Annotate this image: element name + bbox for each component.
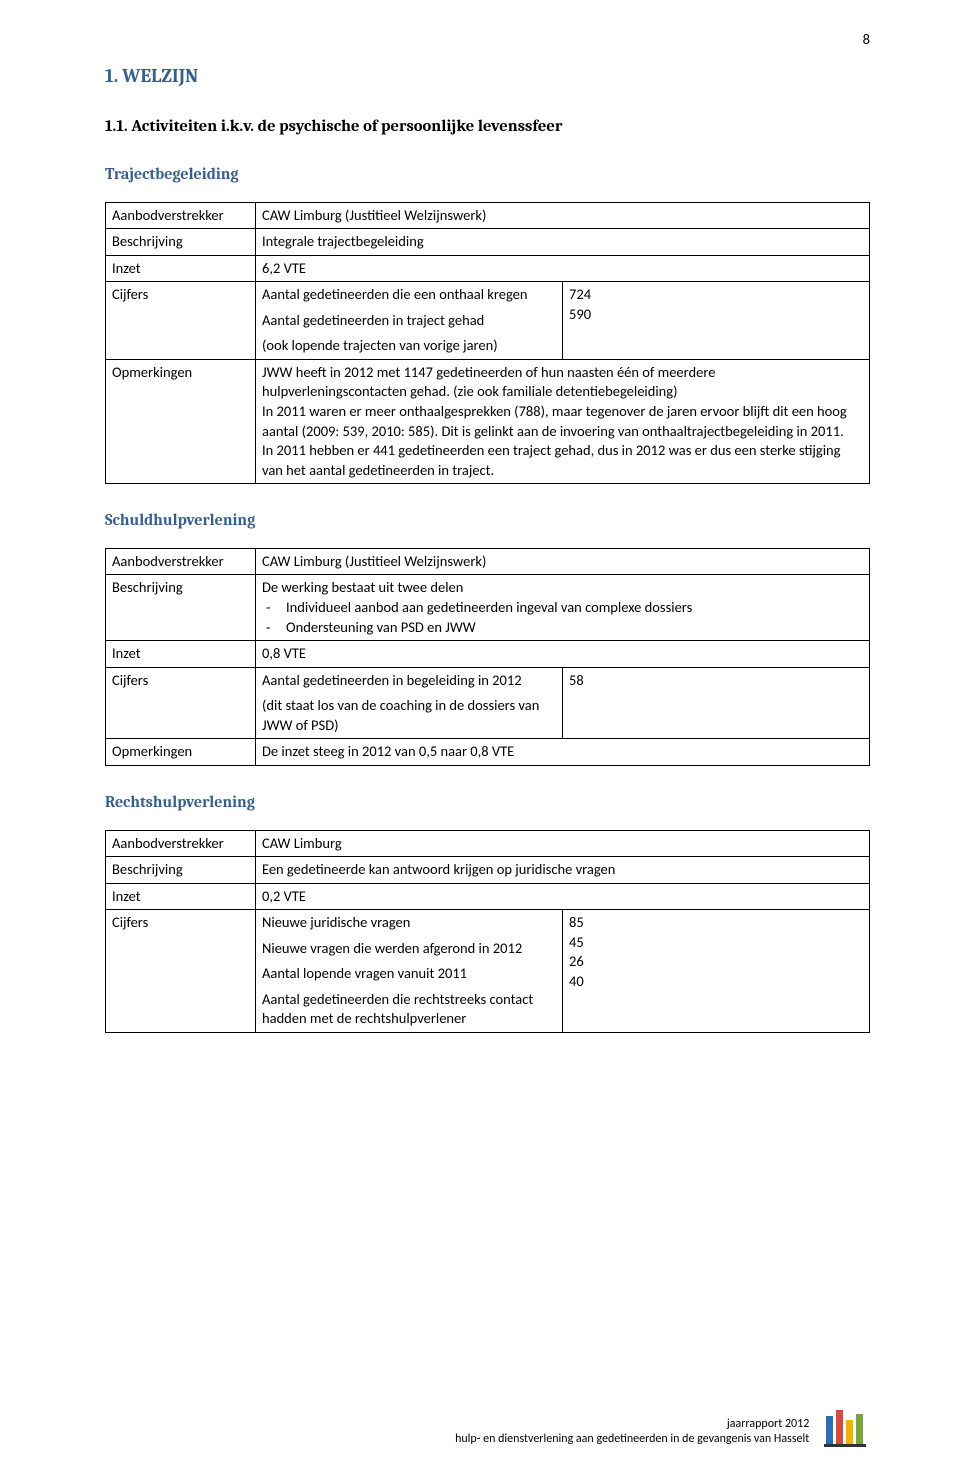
footer-line1: jaarrapport 2012 [455,1417,809,1433]
table-row: Inzet 0,2 VTE [106,883,870,910]
cell-cijfer-vals: 85 45 26 40 [563,910,870,1033]
label-aanbod: Aanbodverstrekker [106,548,256,575]
b-intro: De werking bestaat uit twee delen [262,578,863,598]
footer-text: jaarrapport 2012 hulp- en dienstverlenin… [455,1417,809,1448]
cell-cijfer-text: Aantal gedetineerden die rechtstreeks co… [256,987,563,1033]
footer: jaarrapport 2012 hulp- en dienstverlenin… [455,1406,870,1448]
b-list: Individueel aanbod aan gedetineerden ing… [262,598,863,637]
traject-title: Trajectbegeleiding [105,164,870,186]
cell-cijfer-text: Aantal gedetineerden in traject gehad [256,308,563,334]
cell-cijfer-text: Aantal gedetineerden in begeleiding in 2… [256,667,563,693]
label-beschrijving: Beschrijving [106,575,256,641]
table-row: Aanbodverstrekker CAW Limburg (Justitiee… [106,548,870,575]
rechts-table: Aanbodverstrekker CAW Limburg Beschrijvi… [105,830,870,1034]
table-row: Inzet 6,2 VTE [106,255,870,282]
label-inzet: Inzet [106,255,256,282]
cell-beschrijving: De werking bestaat uit twee delen Indivi… [256,575,870,641]
label-cijfers: Cijfers [106,282,256,360]
table-row: Beschrijving De werking bestaat uit twee… [106,575,870,641]
table-row: Aanbodverstrekker CAW Limburg (Justitiee… [106,202,870,229]
cell-cijfer-text: (dit staat los van de coaching in de dos… [256,693,563,739]
opm-p1: JWW heeft in 2012 met 1147 gedetineerden… [262,363,863,402]
cell-cijfer-val: 724 590 [563,282,870,360]
table-row: Cijfers Nieuwe juridische vragen 85 45 2… [106,910,870,936]
label-inzet: Inzet [106,641,256,668]
val2: 45 [569,933,863,953]
schuld-table: Aanbodverstrekker CAW Limburg (Justitiee… [105,548,870,766]
label-aanbod: Aanbodverstrekker [106,830,256,857]
cell-beschrijving: Een gedetineerde kan antwoord krijgen op… [256,857,870,884]
list-item: Individueel aanbod aan gedetineerden ing… [286,598,863,618]
footer-line2: hulp- en dienstverlening aan gedetineerd… [455,1432,809,1448]
schuld-title: Schuldhulpverlening [105,510,870,532]
cell-opm: De inzet steeg in 2012 van 0,5 naar 0,8 … [256,739,870,766]
cell-cijfer-text: Aantal lopende vragen vanuit 2011 [256,961,563,987]
cell-aanbod: CAW Limburg [256,830,870,857]
cell-inzet: 6,2 VTE [256,255,870,282]
table-row: Opmerkingen De inzet steeg in 2012 van 0… [106,739,870,766]
rechts-title: Rechtshulpverlening [105,792,870,814]
val2: 590 [569,305,863,325]
page-number: 8 [863,30,870,50]
table-row: Inzet 0,8 VTE [106,641,870,668]
table-row: Opmerkingen JWW heeft in 2012 met 1147 g… [106,359,870,483]
table-row: Beschrijving Integrale trajectbegeleidin… [106,229,870,256]
cell-beschrijving: Integrale trajectbegeleiding [256,229,870,256]
table-row: Aanbodverstrekker CAW Limburg [106,830,870,857]
section-title: 1. WELZIJN [105,64,870,90]
opm-p3: In 2011 hebben er 441 gedetineerden een … [262,441,863,480]
subsection-title: 1.1. Activiteiten i.k.v. de psychische o… [105,116,870,138]
cell-cijfer-text: Aantal gedetineerden die een onthaal kre… [256,282,563,308]
cell-inzet: 0,2 VTE [256,883,870,910]
label-cijfers: Cijfers [106,910,256,1033]
label-cijfers: Cijfers [106,667,256,739]
cell-aanbod: CAW Limburg (Justitieel Welzijnswerk) [256,202,870,229]
val1: 85 [569,913,863,933]
cell-aanbod: CAW Limburg (Justitieel Welzijnswerk) [256,548,870,575]
val3: 26 [569,952,863,972]
cell-opm: JWW heeft in 2012 met 1147 gedetineerden… [256,359,870,483]
traject-table: Aanbodverstrekker CAW Limburg (Justitiee… [105,202,870,485]
logo-icon [822,1406,870,1448]
opm-p2: In 2011 waren er meer onthaalgesprekken … [262,402,863,441]
list-item: Ondersteuning van PSD en JWW [286,618,863,638]
table-row: Beschrijving Een gedetineerde kan antwoo… [106,857,870,884]
cell-cijfer-text: Nieuwe juridische vragen [256,910,563,936]
table-row: Cijfers Aantal gedetineerden in begeleid… [106,667,870,693]
label-opm: Opmerkingen [106,739,256,766]
cell-cijfer-val: 58 [563,667,870,739]
table-row: Cijfers Aantal gedetineerden die een ont… [106,282,870,308]
label-inzet: Inzet [106,883,256,910]
val4: 40 [569,972,863,992]
cell-cijfer-text: Nieuwe vragen die werden afgerond in 201… [256,936,563,962]
label-opm: Opmerkingen [106,359,256,483]
label-beschrijving: Beschrijving [106,229,256,256]
label-beschrijving: Beschrijving [106,857,256,884]
val1: 724 [569,285,863,305]
cell-cijfer-text: (ook lopende trajecten van vorige jaren) [256,333,563,359]
label-aanbod: Aanbodverstrekker [106,202,256,229]
cell-inzet: 0,8 VTE [256,641,870,668]
